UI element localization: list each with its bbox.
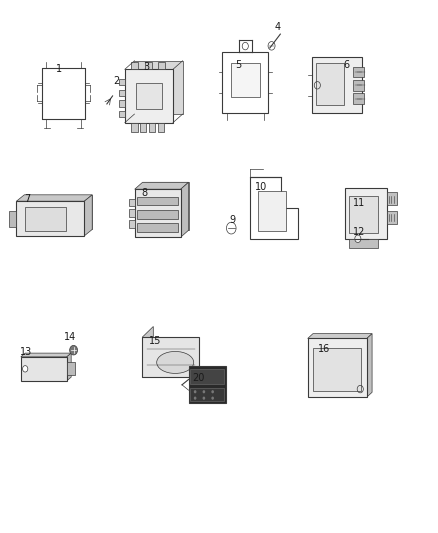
FancyBboxPatch shape — [137, 210, 178, 219]
Text: 8: 8 — [141, 189, 148, 198]
Circle shape — [23, 366, 28, 372]
Polygon shape — [142, 326, 153, 377]
Polygon shape — [67, 353, 71, 381]
FancyBboxPatch shape — [140, 123, 146, 132]
Text: 1: 1 — [56, 64, 62, 74]
FancyBboxPatch shape — [386, 211, 398, 224]
FancyBboxPatch shape — [17, 201, 84, 236]
FancyBboxPatch shape — [145, 62, 152, 69]
Polygon shape — [17, 195, 92, 201]
FancyBboxPatch shape — [129, 199, 135, 206]
Text: 10: 10 — [254, 182, 267, 191]
FancyBboxPatch shape — [307, 338, 367, 397]
FancyBboxPatch shape — [142, 337, 199, 377]
FancyBboxPatch shape — [190, 369, 224, 384]
Circle shape — [70, 345, 78, 355]
Polygon shape — [142, 367, 210, 377]
Circle shape — [194, 390, 196, 393]
FancyBboxPatch shape — [149, 123, 155, 132]
FancyBboxPatch shape — [353, 80, 364, 91]
FancyBboxPatch shape — [188, 366, 226, 403]
Text: 7: 7 — [24, 194, 30, 204]
Polygon shape — [180, 182, 188, 237]
FancyBboxPatch shape — [190, 388, 224, 401]
FancyBboxPatch shape — [158, 62, 165, 69]
FancyBboxPatch shape — [134, 61, 183, 114]
FancyBboxPatch shape — [353, 67, 364, 77]
FancyBboxPatch shape — [136, 83, 162, 109]
FancyBboxPatch shape — [143, 182, 188, 230]
Polygon shape — [25, 195, 92, 229]
Text: 13: 13 — [20, 347, 32, 357]
Circle shape — [211, 397, 214, 400]
FancyBboxPatch shape — [137, 197, 178, 205]
Text: 20: 20 — [192, 374, 205, 383]
Circle shape — [202, 397, 205, 400]
Ellipse shape — [157, 351, 194, 374]
Circle shape — [194, 397, 196, 400]
FancyBboxPatch shape — [131, 62, 138, 69]
Text: 16: 16 — [318, 344, 330, 354]
Polygon shape — [135, 182, 188, 189]
Text: 5: 5 — [236, 60, 242, 70]
Circle shape — [202, 390, 205, 393]
FancyBboxPatch shape — [131, 123, 138, 132]
FancyBboxPatch shape — [129, 220, 135, 228]
Text: 12: 12 — [353, 228, 365, 237]
Circle shape — [211, 390, 214, 393]
FancyBboxPatch shape — [119, 111, 125, 117]
FancyBboxPatch shape — [316, 63, 344, 106]
FancyBboxPatch shape — [9, 211, 17, 227]
Text: 9: 9 — [229, 215, 235, 224]
FancyBboxPatch shape — [119, 100, 125, 107]
FancyBboxPatch shape — [158, 123, 164, 132]
FancyBboxPatch shape — [135, 189, 180, 237]
FancyBboxPatch shape — [350, 239, 378, 248]
Text: 3: 3 — [144, 62, 150, 71]
FancyBboxPatch shape — [25, 206, 66, 230]
FancyBboxPatch shape — [119, 79, 125, 85]
Polygon shape — [367, 334, 372, 397]
FancyBboxPatch shape — [125, 69, 173, 123]
FancyBboxPatch shape — [350, 196, 378, 233]
FancyBboxPatch shape — [353, 93, 364, 104]
FancyBboxPatch shape — [129, 209, 135, 217]
FancyBboxPatch shape — [67, 362, 74, 375]
Polygon shape — [84, 195, 92, 236]
Text: 11: 11 — [353, 198, 365, 207]
Text: 15: 15 — [149, 336, 162, 346]
Circle shape — [355, 235, 361, 243]
Polygon shape — [307, 334, 372, 338]
FancyBboxPatch shape — [137, 223, 178, 232]
Text: 4: 4 — [274, 22, 280, 31]
FancyBboxPatch shape — [345, 188, 386, 239]
Text: 14: 14 — [64, 332, 76, 342]
FancyBboxPatch shape — [386, 192, 398, 205]
FancyBboxPatch shape — [119, 90, 125, 96]
FancyBboxPatch shape — [21, 357, 67, 381]
Text: 6: 6 — [343, 60, 349, 70]
FancyBboxPatch shape — [231, 62, 259, 97]
Text: 2: 2 — [113, 76, 119, 86]
Polygon shape — [21, 353, 71, 357]
FancyBboxPatch shape — [258, 191, 286, 230]
FancyBboxPatch shape — [313, 348, 361, 391]
FancyBboxPatch shape — [312, 58, 362, 114]
